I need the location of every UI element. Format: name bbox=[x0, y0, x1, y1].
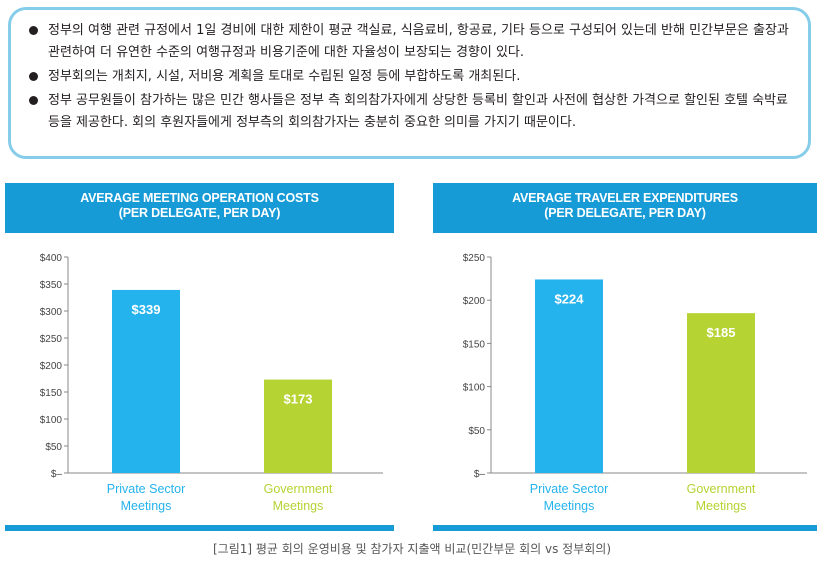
bottom-rule bbox=[433, 525, 817, 531]
chart-header: AVERAGE TRAVELER EXPENDITURES (PER DELEG… bbox=[433, 183, 817, 233]
y-tick-label: $150 bbox=[463, 339, 486, 350]
y-tick-label: $200 bbox=[463, 296, 486, 307]
bullet-icon bbox=[29, 96, 38, 105]
y-tick-label: $200 bbox=[40, 361, 63, 372]
y-tick-label: $100 bbox=[40, 415, 63, 426]
category-label: Government bbox=[687, 482, 756, 496]
y-tick-label: $50 bbox=[468, 426, 485, 437]
bar bbox=[687, 313, 755, 473]
category-label: Government bbox=[264, 482, 333, 496]
category-label: Private Sector bbox=[530, 482, 609, 496]
note-text: 정부 공무원들이 참가하는 많은 민간 행사들은 정부 측 회의참가자에게 상당… bbox=[48, 93, 789, 130]
note-item: 정부회의는 개최지, 시설, 저비용 계획을 토대로 수립된 일정 등에 부합하… bbox=[29, 66, 794, 88]
y-tick-label: $350 bbox=[40, 280, 63, 291]
y-tick-label: $150 bbox=[40, 388, 63, 399]
y-tick-label: $100 bbox=[463, 383, 486, 394]
bottom-rule bbox=[5, 525, 394, 531]
meeting-costs-chart: $– $50 $100 $150 $200 $250 $300 $350 $400 $339 Pri… bbox=[5, 253, 394, 531]
bar bbox=[264, 379, 332, 473]
figure-caption: [그림1] 평균 회의 운영비용 및 참가자 지출액 비교(민간부문 회의 vs… bbox=[212, 542, 612, 556]
chart-title: AVERAGE TRAVELER EXPENDITURES bbox=[512, 191, 738, 205]
chart-subtitle: (PER DELEGATE, PER DAY) bbox=[544, 206, 706, 220]
y-tick-label: $50 bbox=[45, 442, 62, 453]
y-tick-label: $– bbox=[51, 469, 63, 480]
data-label: $173 bbox=[284, 392, 313, 407]
y-tick-label: $400 bbox=[40, 253, 63, 264]
y-tick-label: $300 bbox=[40, 307, 63, 318]
bullet-icon bbox=[29, 72, 38, 81]
chart-subtitle: (PER DELEGATE, PER DAY) bbox=[118, 206, 281, 220]
notes-box: 정부의 여행 관련 규정에서 1일 경비에 대한 제한이 평균 객실료, 식음료… bbox=[8, 7, 811, 159]
data-label: $185 bbox=[707, 325, 736, 340]
data-label: $339 bbox=[132, 302, 161, 317]
category-label: Meetings bbox=[696, 499, 747, 513]
note-item: 정부의 여행 관련 규정에서 1일 경비에 대한 제한이 평균 객실료, 식음료… bbox=[29, 20, 794, 64]
note-item: 정부 공무원들이 참가하는 많은 민간 행사들은 정부 측 회의참가자에게 상당… bbox=[29, 90, 794, 134]
chart-title: AVERAGE MEETING OPERATION COSTS bbox=[80, 191, 319, 205]
y-tick-label: $– bbox=[474, 469, 486, 480]
y-tick-label: $250 bbox=[40, 334, 63, 345]
category-label: Meetings bbox=[273, 499, 324, 513]
category-label: Meetings bbox=[544, 499, 595, 513]
bar bbox=[112, 289, 180, 473]
category-label: Private Sector bbox=[107, 482, 186, 496]
note-text: 정부의 여행 관련 규정에서 1일 경비에 대한 제한이 평균 객실료, 식음료… bbox=[48, 23, 789, 60]
data-label: $224 bbox=[555, 291, 585, 306]
meeting-costs-panel: AVERAGE MEETING OPERATION COSTS (PER DEL… bbox=[5, 183, 394, 531]
bar bbox=[535, 279, 603, 473]
bullet-icon bbox=[29, 26, 38, 35]
chart-header: AVERAGE MEETING OPERATION COSTS (PER DEL… bbox=[5, 183, 394, 233]
note-text: 정부회의는 개최지, 시설, 저비용 계획을 토대로 수립된 일정 등에 부합하… bbox=[48, 69, 521, 84]
traveler-expenditures-chart: $– $50 $100 $150 $200 $250 $224 Private Sector M… bbox=[433, 253, 817, 531]
category-label: Meetings bbox=[121, 499, 172, 513]
traveler-expenditures-panel: AVERAGE TRAVELER EXPENDITURES (PER DELEG… bbox=[433, 183, 817, 531]
y-tick-label: $250 bbox=[463, 253, 486, 264]
